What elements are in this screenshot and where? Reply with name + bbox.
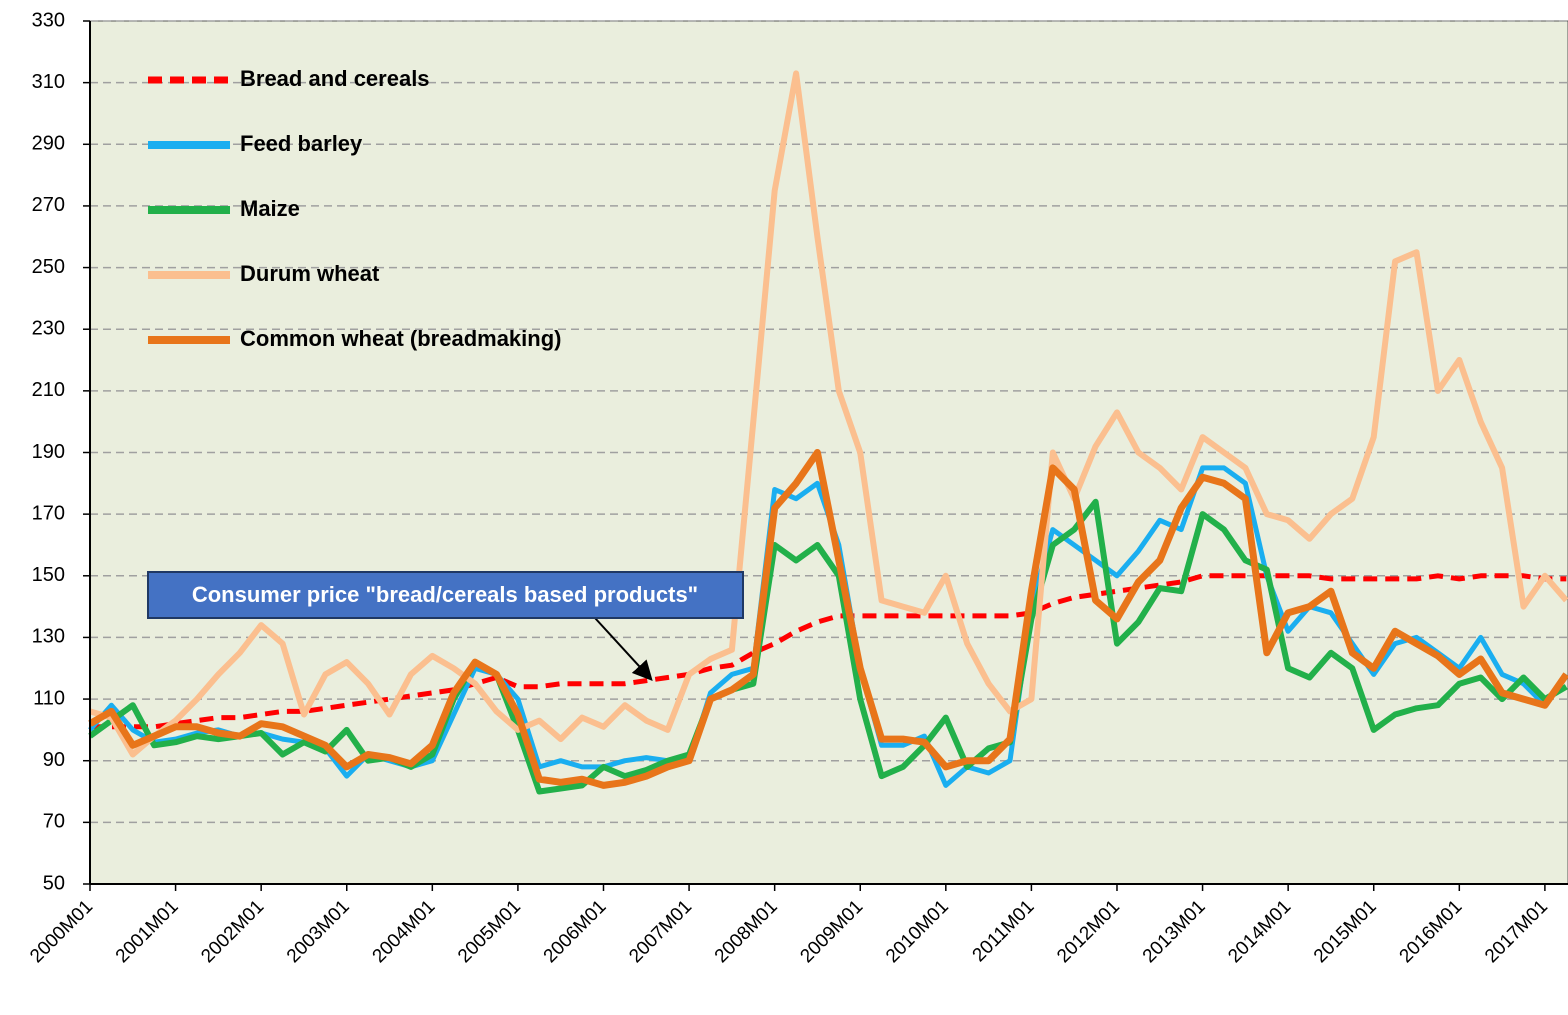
y-tick-label: 210 [32, 379, 65, 401]
annotation: Consumer price "bread/cereals based prod… [192, 582, 698, 607]
y-tick-label: 50 [43, 872, 65, 894]
x-tick-label: 2001M01 [112, 896, 183, 967]
x-tick-label: 2013M01 [1139, 896, 1210, 967]
y-tick-label: 270 [32, 194, 65, 216]
series-line [90, 573, 1567, 730]
x-tick-label: 2003M01 [283, 896, 354, 967]
y-tick-label: 170 [32, 502, 65, 524]
series-line [88, 498, 1568, 795]
x-tick-label: 2005M01 [454, 896, 525, 967]
x-tick-label: 2012M01 [1053, 896, 1124, 967]
y-tick-label: 330 [32, 9, 65, 31]
x-tick-label: 2007M01 [625, 896, 696, 967]
series-line [88, 449, 1568, 789]
legend-label: Durum wheat [240, 261, 380, 286]
legend-label: Common wheat (breadmaking) [240, 326, 561, 351]
y-tick-label: 290 [32, 133, 65, 155]
x-tick-label: 2009M01 [796, 896, 867, 967]
y-tick-label: 150 [32, 564, 65, 586]
y-tick-label: 230 [32, 317, 65, 339]
x-tick-label: 2002M01 [197, 896, 268, 967]
x-tick-label: 2017M01 [1481, 896, 1552, 967]
y-tick-label: 310 [32, 71, 65, 93]
annotation-box [147, 571, 744, 619]
x-tick-label: 2016M01 [1396, 896, 1467, 967]
annotation-arrow [594, 617, 653, 681]
x-tick-label: 2008M01 [711, 896, 782, 967]
x-tick-label: 2004M01 [369, 896, 440, 967]
x-tick-label: 2000M01 [26, 896, 97, 967]
legend-label: Feed barley [240, 131, 363, 156]
series-line [89, 70, 1568, 758]
x-tick-label: 2015M01 [1310, 896, 1381, 967]
legend-label: Bread and cereals [240, 66, 430, 91]
y-tick-label: 110 [33, 687, 65, 709]
y-tick-label: 190 [32, 441, 65, 463]
y-tick-label: 250 [32, 256, 65, 278]
y-tick-label: 70 [43, 811, 65, 833]
x-tick-label: 2014M01 [1224, 896, 1295, 967]
y-tick-label: 130 [32, 626, 65, 648]
x-tick-label: 2011M01 [969, 896, 1039, 966]
y-tick-label: 90 [43, 749, 65, 771]
legend-label: Maize [240, 196, 300, 221]
x-tick-label: 2006M01 [540, 896, 611, 967]
legend: Bread and cereals Feed barley Maize Durum w… [148, 66, 561, 351]
x-tick-label: 2010M01 [882, 896, 953, 967]
